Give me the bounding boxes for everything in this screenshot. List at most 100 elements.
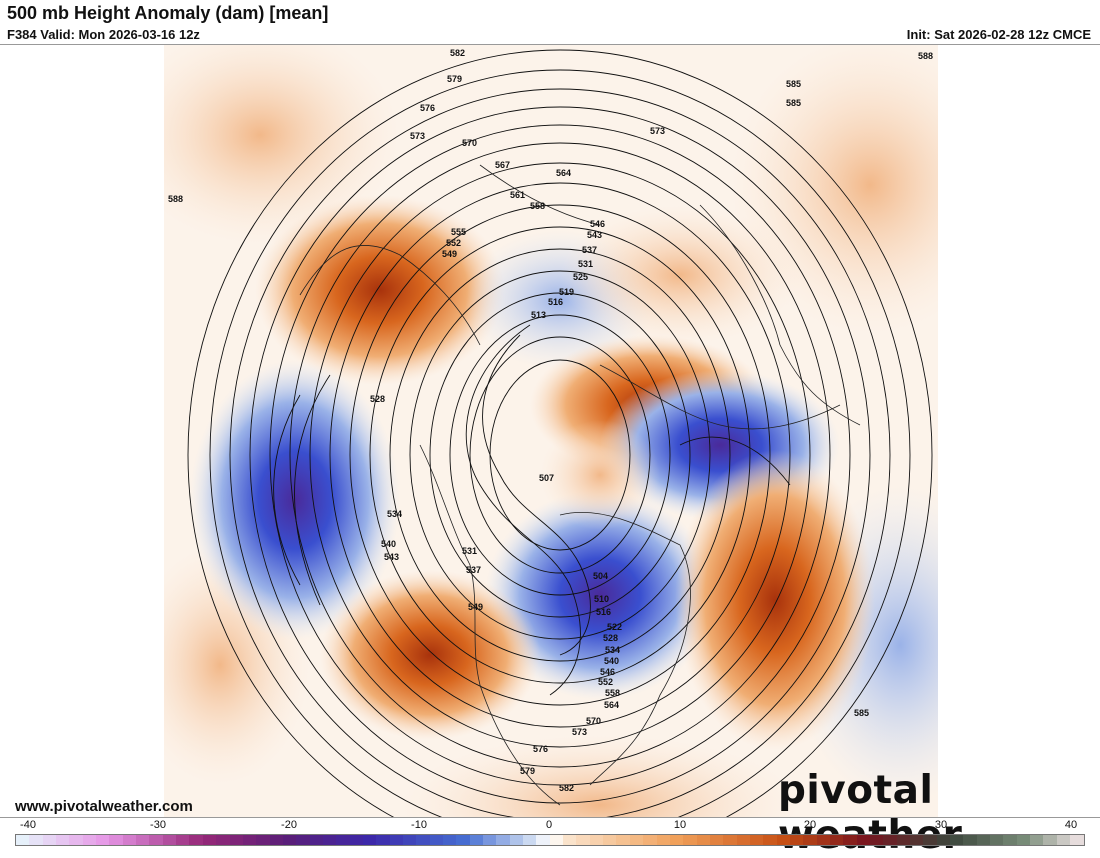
contour-label: 552 xyxy=(598,677,613,687)
colorbar-swatch xyxy=(109,835,123,845)
colorbar-swatch xyxy=(576,835,590,845)
colorbar-swatch xyxy=(870,835,884,845)
colorbar-swatch xyxy=(1003,835,1017,845)
contour-label: 537 xyxy=(466,565,481,575)
colorbar-swatch xyxy=(402,835,417,845)
contour-label: 570 xyxy=(586,716,601,726)
contour-label: 549 xyxy=(442,249,457,259)
colorbar-swatch xyxy=(1016,835,1031,845)
coastlines xyxy=(299,164,861,806)
contour-label: 570 xyxy=(462,138,477,148)
contour-label: 546 xyxy=(590,219,605,229)
colorbar-tick: 10 xyxy=(673,819,687,831)
contour-label: 552 xyxy=(446,238,461,248)
colorbar-swatch xyxy=(469,835,484,845)
colorbar-swatch xyxy=(496,835,510,845)
contour-label: 567 xyxy=(495,160,510,170)
colorbar-tick: -20 xyxy=(281,819,297,831)
contour-label: 543 xyxy=(587,230,602,240)
colorbar-swatch xyxy=(456,835,470,845)
colorbar-swatch xyxy=(709,835,724,845)
colorbar-swatch xyxy=(202,835,217,845)
contour-label: 519 xyxy=(559,287,574,297)
colorbar-swatch xyxy=(589,835,604,845)
colorbar-swatch xyxy=(723,835,737,845)
contour-label: 573 xyxy=(410,131,425,141)
colorbar-swatch xyxy=(376,835,390,845)
colorbar-swatch xyxy=(856,835,870,845)
colorbar-tick: 0 xyxy=(545,819,553,831)
colorbar-swatch xyxy=(803,835,817,845)
colorbar-swatch xyxy=(1030,835,1044,845)
anomaly-map: 582 579 576 573 570 567 564 561 558 555 … xyxy=(164,45,938,817)
colorbar-swatch xyxy=(603,835,617,845)
colorbar-swatch xyxy=(896,835,911,845)
colorbar-swatch xyxy=(1070,835,1084,845)
colorbar-swatch xyxy=(416,835,430,845)
colorbar-swatch xyxy=(656,835,670,845)
colorbar-swatch xyxy=(429,835,443,845)
contour-label: 540 xyxy=(604,656,619,666)
colorbar-ticks: -40 -30 -20 -10 0 10 20 30 40 xyxy=(0,819,1100,833)
colorbar-swatch xyxy=(122,835,137,845)
colorbar-swatch xyxy=(963,835,977,845)
colorbar-tick: -40 xyxy=(20,819,36,831)
contour-label: 585 xyxy=(786,98,801,108)
colorbar-swatch xyxy=(29,835,43,845)
colorbar-swatch xyxy=(829,835,844,845)
colorbar-swatch xyxy=(1043,835,1057,845)
colorbar-swatch xyxy=(42,835,57,845)
colorbar-swatch xyxy=(483,835,497,845)
colorbar-swatch xyxy=(309,835,323,845)
colorbar-swatch xyxy=(216,835,230,845)
colorbar-swatch xyxy=(149,835,163,845)
colorbar-swatch xyxy=(322,835,337,845)
colorbar-swatch xyxy=(816,835,830,845)
contour-label: 543 xyxy=(384,552,399,562)
contour-label: 585 xyxy=(854,708,869,718)
colorbar-swatch xyxy=(936,835,951,845)
colorbar-swatch xyxy=(536,835,550,845)
colorbar-swatch xyxy=(696,835,710,845)
colorbar-swatch xyxy=(282,835,297,845)
colorbar-tick: 40 xyxy=(1064,819,1078,831)
colorbar-tick: -30 xyxy=(150,819,166,831)
contour-label: 588 xyxy=(168,194,183,204)
colorbar-swatch xyxy=(362,835,377,845)
colorbar-tick: 20 xyxy=(803,819,817,831)
colorbar-swatch xyxy=(683,835,697,845)
colorbar-swatch xyxy=(136,835,150,845)
colorbar-swatch xyxy=(763,835,777,845)
colorbar-swatch xyxy=(443,835,457,845)
colorbar-swatch xyxy=(950,835,964,845)
contour-label: 564 xyxy=(604,700,619,710)
colorbar-swatch xyxy=(549,835,564,845)
colorbar-swatch xyxy=(776,835,790,845)
contour-label: 525 xyxy=(573,272,588,282)
colorbar-swatch xyxy=(736,835,750,845)
contour-label: 504 xyxy=(593,571,608,581)
contour-label: 534 xyxy=(605,645,620,655)
colorbar-swatch xyxy=(523,835,537,845)
contour-label: 540 xyxy=(381,539,396,549)
colorbar-swatch xyxy=(910,835,924,845)
colorbar-swatch xyxy=(242,835,257,845)
colorbar-swatch xyxy=(1056,835,1071,845)
colorbar-swatch xyxy=(349,835,363,845)
contour-label: 582 xyxy=(450,48,465,58)
height-contours xyxy=(187,49,933,817)
colorbar-swatch xyxy=(616,835,630,845)
init-time: Init: Sat 2026-02-28 12z CMCE xyxy=(906,27,1091,42)
colorbar-swatch xyxy=(629,835,644,845)
contour-label: 558 xyxy=(605,688,620,698)
colorbar-swatch xyxy=(16,835,30,845)
contour-labels: 582 579 576 573 570 567 564 561 558 555 … xyxy=(168,48,933,793)
contour-label: 507 xyxy=(539,473,554,483)
anomaly-shading xyxy=(164,45,938,817)
contour-label: 528 xyxy=(370,394,385,404)
colorbar-swatch xyxy=(789,835,804,845)
colorbar-swatch xyxy=(509,835,524,845)
colorbar-swatch xyxy=(256,835,270,845)
colorbar-swatch xyxy=(643,835,657,845)
contour-label: 555 xyxy=(451,227,466,237)
